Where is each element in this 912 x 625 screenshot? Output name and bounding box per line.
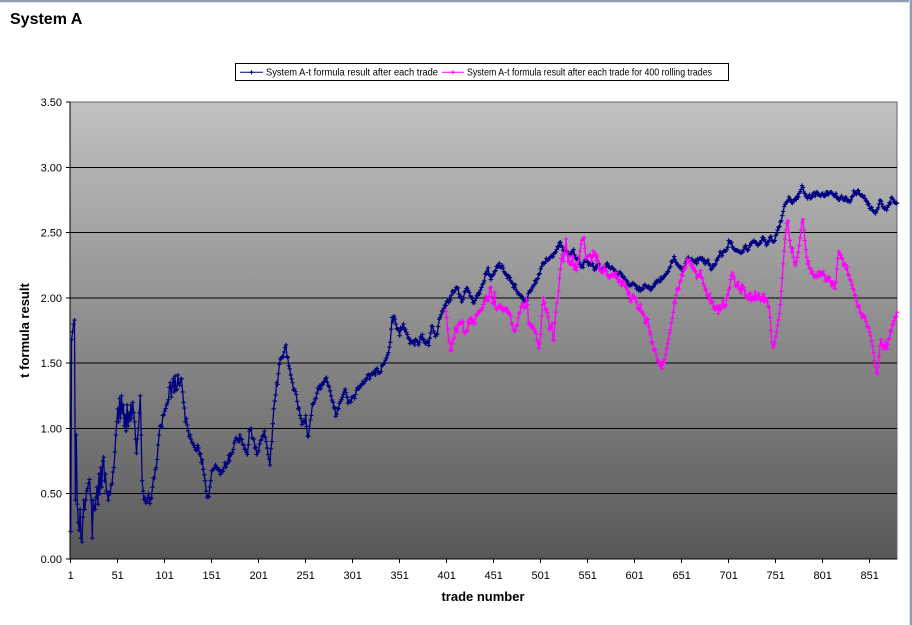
svg-text:501: 501 bbox=[532, 570, 550, 582]
svg-text:2.50: 2.50 bbox=[41, 228, 62, 240]
svg-text:101: 101 bbox=[156, 570, 174, 582]
svg-text:1: 1 bbox=[68, 570, 74, 582]
svg-text:System A-t formula result afte: System A-t formula result after each tra… bbox=[266, 68, 438, 79]
svg-text:3.00: 3.00 bbox=[41, 162, 62, 174]
svg-text:601: 601 bbox=[626, 570, 644, 582]
svg-text:801: 801 bbox=[814, 570, 832, 582]
svg-text:0.50: 0.50 bbox=[41, 489, 62, 501]
svg-text:251: 251 bbox=[297, 570, 315, 582]
svg-text:351: 351 bbox=[391, 570, 409, 582]
svg-text:201: 201 bbox=[250, 570, 268, 582]
svg-text:151: 151 bbox=[203, 570, 221, 582]
svg-text:t formula result: t formula result bbox=[17, 283, 32, 378]
svg-text:3.50: 3.50 bbox=[41, 97, 62, 109]
svg-text:2.00: 2.00 bbox=[41, 293, 62, 305]
svg-text:651: 651 bbox=[673, 570, 691, 582]
svg-text:551: 551 bbox=[579, 570, 597, 582]
svg-text:851: 851 bbox=[861, 570, 879, 582]
svg-text:51: 51 bbox=[112, 570, 124, 582]
svg-text:401: 401 bbox=[438, 570, 456, 582]
svg-text:trade number: trade number bbox=[441, 589, 524, 604]
svg-text:751: 751 bbox=[767, 570, 785, 582]
svg-text:0.00: 0.00 bbox=[41, 554, 62, 566]
svg-text:701: 701 bbox=[720, 570, 738, 582]
svg-text:301: 301 bbox=[344, 570, 362, 582]
svg-text:451: 451 bbox=[485, 570, 503, 582]
svg-text:1.00: 1.00 bbox=[41, 423, 62, 435]
svg-text:1.50: 1.50 bbox=[41, 358, 62, 370]
svg-text:System A-t formula result afte: System A-t formula result after each tra… bbox=[467, 68, 712, 79]
svg-text:System A: System A bbox=[10, 11, 83, 28]
